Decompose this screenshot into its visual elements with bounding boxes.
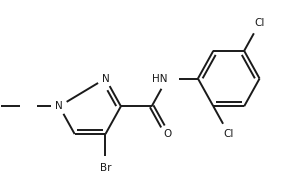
Text: Cl: Cl	[254, 18, 265, 28]
Text: N: N	[102, 74, 109, 83]
Text: Br: Br	[100, 163, 111, 173]
Text: N: N	[55, 101, 63, 111]
Text: Cl: Cl	[223, 129, 234, 139]
Text: N: N	[102, 74, 109, 83]
Text: Cl: Cl	[223, 129, 234, 139]
Text: N: N	[55, 101, 63, 111]
Text: O: O	[163, 129, 171, 139]
Text: HN: HN	[151, 74, 167, 83]
Text: HN: HN	[151, 74, 167, 83]
Text: Br: Br	[100, 163, 111, 173]
Text: Cl: Cl	[254, 18, 265, 28]
Text: O: O	[163, 129, 171, 139]
